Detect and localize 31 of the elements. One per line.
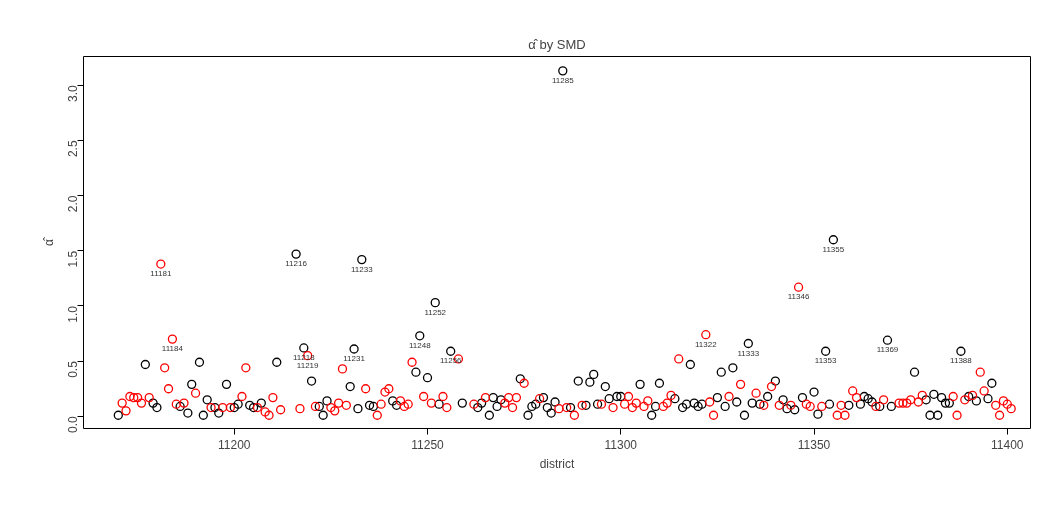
- chart-title: α̂ by SMD: [528, 36, 586, 52]
- annotation: 11233: [350, 264, 374, 274]
- x-tick-label: 11400: [991, 437, 1024, 452]
- y-tick-label: 2.0: [66, 195, 80, 213]
- annotation: 11388: [950, 356, 973, 366]
- annotation: 11248: [408, 340, 432, 350]
- annotation: 11322: [694, 339, 718, 349]
- annotation: 11333: [737, 348, 760, 358]
- annotation: 11231: [343, 354, 366, 364]
- annotation: 11252: [424, 307, 447, 317]
- annotation: 11355: [822, 244, 845, 254]
- annotation: 11184: [161, 344, 184, 354]
- y-axis-title: α̂: [41, 237, 56, 246]
- x-tick-label: 11350: [797, 437, 831, 452]
- y-tick-label: 0.5: [66, 360, 80, 378]
- y-tick-label: 3.0: [66, 84, 80, 102]
- x-axis-title: district: [539, 456, 575, 471]
- y-tick-label: 2.5: [66, 140, 80, 158]
- x-tick-label: 11300: [604, 437, 638, 452]
- annotation: 11369: [876, 345, 899, 355]
- y-tick-label: 1.5: [66, 250, 80, 268]
- annotation: 11285: [551, 75, 575, 85]
- y-tick-label: 0.0: [66, 416, 80, 434]
- y-tick-label: 1.0: [66, 305, 80, 323]
- x-tick-label: 11250: [411, 437, 445, 452]
- x-tick-label: 11200: [218, 437, 251, 452]
- annotation: 11216: [285, 259, 308, 269]
- annotation: 11346: [787, 292, 810, 302]
- annotation: 11181: [150, 269, 172, 279]
- annotation: 11353: [814, 356, 838, 366]
- annotation: 11219: [296, 360, 320, 370]
